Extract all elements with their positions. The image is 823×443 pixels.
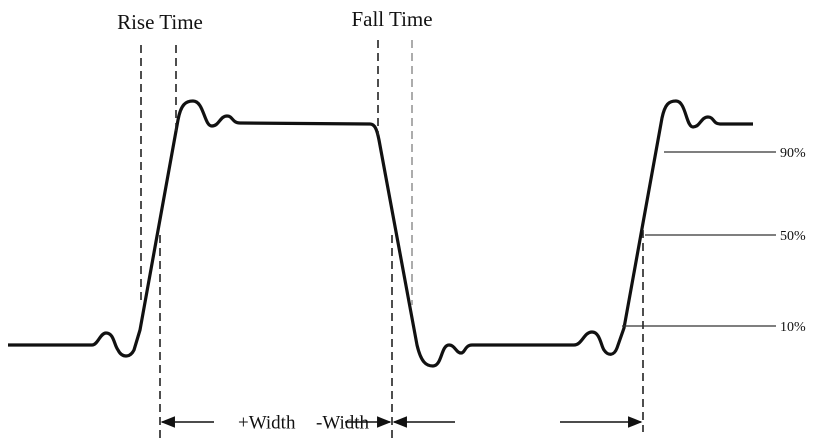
level-label: 10%	[780, 320, 806, 335]
level-label: 90%	[780, 146, 806, 161]
positive-width-label: +Width	[238, 412, 296, 433]
waveform	[8, 99, 753, 368]
negative-width-label: -Width	[316, 412, 370, 433]
level-label: 50%	[780, 229, 806, 244]
fall-time-label: Fall Time	[351, 7, 432, 31]
rise-time-label: Rise Time	[117, 10, 203, 34]
